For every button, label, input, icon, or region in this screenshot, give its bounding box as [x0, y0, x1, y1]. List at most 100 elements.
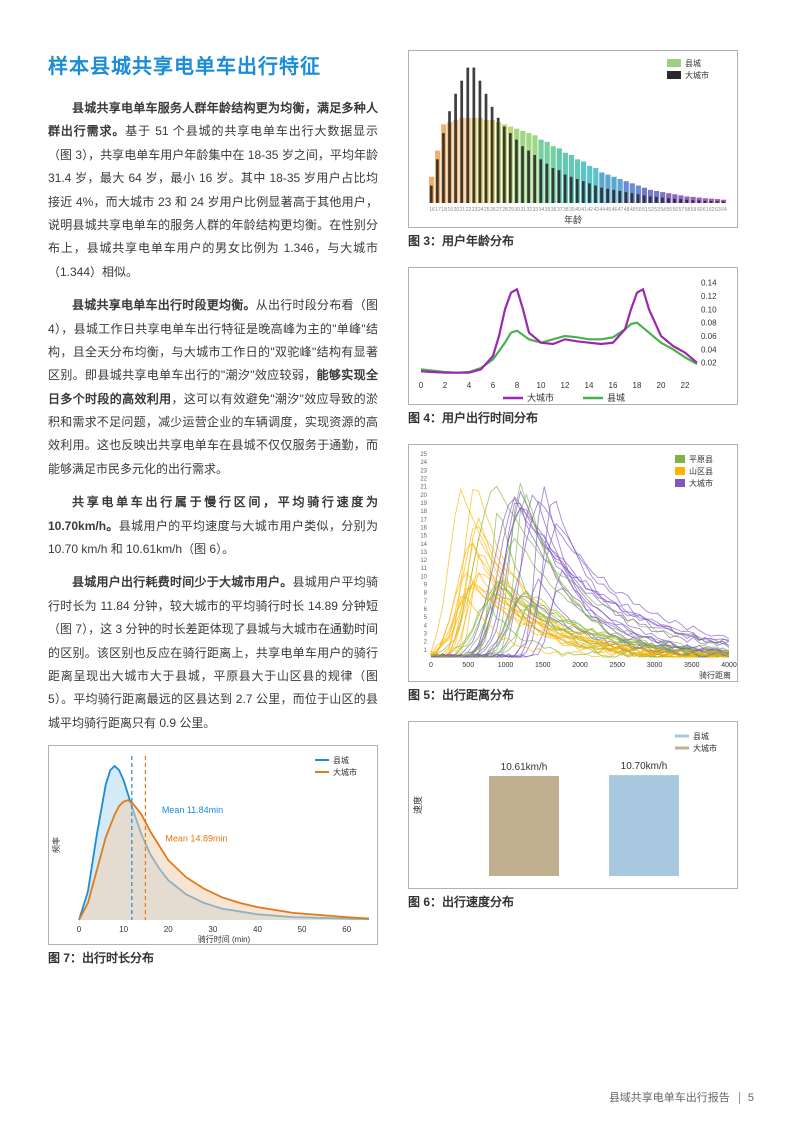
svg-text:62: 62	[709, 207, 715, 213]
svg-text:21: 21	[420, 485, 427, 491]
svg-text:43: 43	[593, 207, 599, 213]
svg-text:56: 56	[673, 207, 679, 213]
svg-text:16: 16	[429, 207, 435, 213]
svg-text:55: 55	[666, 207, 672, 213]
svg-text:0: 0	[77, 925, 82, 934]
svg-text:22: 22	[466, 207, 472, 213]
svg-text:35: 35	[545, 207, 551, 213]
svg-text:39: 39	[569, 207, 575, 213]
svg-text:20: 20	[657, 381, 666, 390]
svg-text:大城市: 大城市	[693, 743, 717, 753]
svg-text:0: 0	[419, 381, 424, 390]
svg-text:平原县: 平原县	[689, 455, 713, 464]
svg-text:41: 41	[581, 207, 587, 213]
fig5-chart: 1234567891011121314151617181920212223242…	[408, 444, 738, 682]
svg-text:30: 30	[208, 925, 217, 934]
svg-text:20: 20	[454, 207, 460, 213]
svg-text:26: 26	[490, 207, 496, 213]
footer-page: 5	[739, 1092, 754, 1104]
svg-text:25: 25	[420, 452, 427, 458]
svg-text:14: 14	[585, 381, 594, 390]
fig7-chart: 0102030405060骑行时间 (min)频率县城大城市Mean 11.84…	[48, 745, 378, 945]
fig4-chart: 0.020.040.060.080.100.120.14024681012141…	[408, 267, 738, 405]
svg-text:59: 59	[691, 207, 697, 213]
svg-text:28: 28	[502, 207, 508, 213]
fig3-caption: 图 3：用户年龄分布	[408, 232, 738, 249]
svg-text:46: 46	[612, 207, 618, 213]
svg-text:10.61km/h: 10.61km/h	[501, 762, 548, 773]
svg-text:Mean 14.89min: Mean 14.89min	[165, 834, 227, 844]
svg-text:10: 10	[420, 574, 427, 580]
svg-text:23: 23	[420, 468, 427, 474]
svg-text:0: 0	[429, 662, 433, 669]
svg-text:14: 14	[420, 542, 427, 548]
svg-text:县城: 县城	[685, 59, 701, 68]
svg-text:58: 58	[685, 207, 691, 213]
svg-text:36: 36	[551, 207, 557, 213]
svg-text:44: 44	[600, 207, 606, 213]
svg-text:19: 19	[448, 207, 454, 213]
svg-text:49: 49	[630, 207, 636, 213]
svg-text:31: 31	[520, 207, 526, 213]
svg-text:年龄: 年龄	[564, 214, 582, 225]
paragraph-1: 县城共享电单车服务人群年龄结构更为均衡，满足多种人群出行需求。基于 51 个县城…	[48, 97, 378, 284]
svg-text:5: 5	[424, 615, 428, 621]
svg-text:22: 22	[681, 381, 690, 390]
svg-text:20: 20	[164, 925, 173, 934]
svg-text:32: 32	[527, 207, 533, 213]
svg-text:45: 45	[606, 207, 612, 213]
svg-text:骑行距离: 骑行距离	[699, 670, 731, 680]
svg-text:18: 18	[420, 509, 427, 515]
svg-text:11: 11	[421, 566, 428, 572]
footer-title: 县域共享电单车出行报告	[609, 1092, 730, 1104]
svg-text:骑行时间 (min): 骑行时间 (min)	[198, 934, 251, 944]
fig5-caption: 图 5：出行距离分布	[408, 686, 738, 703]
svg-text:10: 10	[119, 925, 128, 934]
svg-text:3500: 3500	[684, 662, 700, 669]
fig6-caption: 图 6：出行速度分布	[408, 893, 738, 910]
svg-text:34: 34	[539, 207, 545, 213]
svg-text:23: 23	[472, 207, 478, 213]
svg-text:50: 50	[298, 925, 307, 934]
svg-text:频率: 频率	[51, 837, 61, 853]
svg-text:38: 38	[563, 207, 569, 213]
svg-text:Mean 11.84min: Mean 11.84min	[162, 805, 223, 815]
svg-text:57: 57	[679, 207, 685, 213]
svg-text:7: 7	[424, 599, 428, 605]
svg-text:15: 15	[420, 534, 427, 540]
svg-text:64: 64	[721, 207, 727, 213]
svg-text:1000: 1000	[498, 662, 514, 669]
svg-text:0.04: 0.04	[701, 345, 717, 354]
fig6-chart: 10.61km/h10.70km/h速度县城大城市	[408, 721, 738, 889]
svg-text:速度: 速度	[412, 796, 423, 814]
svg-text:大城市: 大城市	[527, 392, 554, 403]
paragraph-4: 县城用户出行耗费时间少于大城市用户。县城用户平均骑行时长为 11.84 分钟，较…	[48, 571, 378, 735]
svg-text:0.14: 0.14	[701, 279, 717, 288]
svg-text:30: 30	[514, 207, 520, 213]
svg-text:63: 63	[715, 207, 721, 213]
svg-text:60: 60	[342, 925, 351, 934]
svg-text:4: 4	[424, 623, 428, 629]
svg-text:大城市: 大城市	[333, 767, 357, 777]
p1-body: 基于 51 个县城的共享电单车出行大数据显示（图 3），共享电单车用户年龄集中在…	[48, 124, 378, 278]
svg-text:2: 2	[424, 640, 428, 646]
svg-text:17: 17	[435, 207, 441, 213]
svg-text:16: 16	[420, 525, 427, 531]
svg-text:4: 4	[467, 381, 472, 390]
svg-text:24: 24	[420, 460, 427, 466]
svg-text:4000: 4000	[721, 662, 737, 669]
svg-text:6: 6	[424, 607, 428, 613]
svg-text:山区县: 山区县	[689, 466, 713, 476]
p4-lead: 县城用户出行耗费时间少于大城市用户。	[72, 575, 292, 589]
svg-text:大城市: 大城市	[689, 478, 713, 488]
svg-text:16: 16	[609, 381, 618, 390]
svg-text:1: 1	[424, 648, 428, 654]
svg-text:18: 18	[633, 381, 642, 390]
svg-text:大城市: 大城市	[685, 70, 709, 80]
svg-text:2000: 2000	[572, 662, 588, 669]
svg-text:县城: 县城	[693, 732, 709, 741]
svg-text:17: 17	[420, 517, 427, 523]
svg-text:40: 40	[575, 207, 581, 213]
svg-text:50: 50	[636, 207, 642, 213]
svg-text:61: 61	[703, 207, 709, 213]
